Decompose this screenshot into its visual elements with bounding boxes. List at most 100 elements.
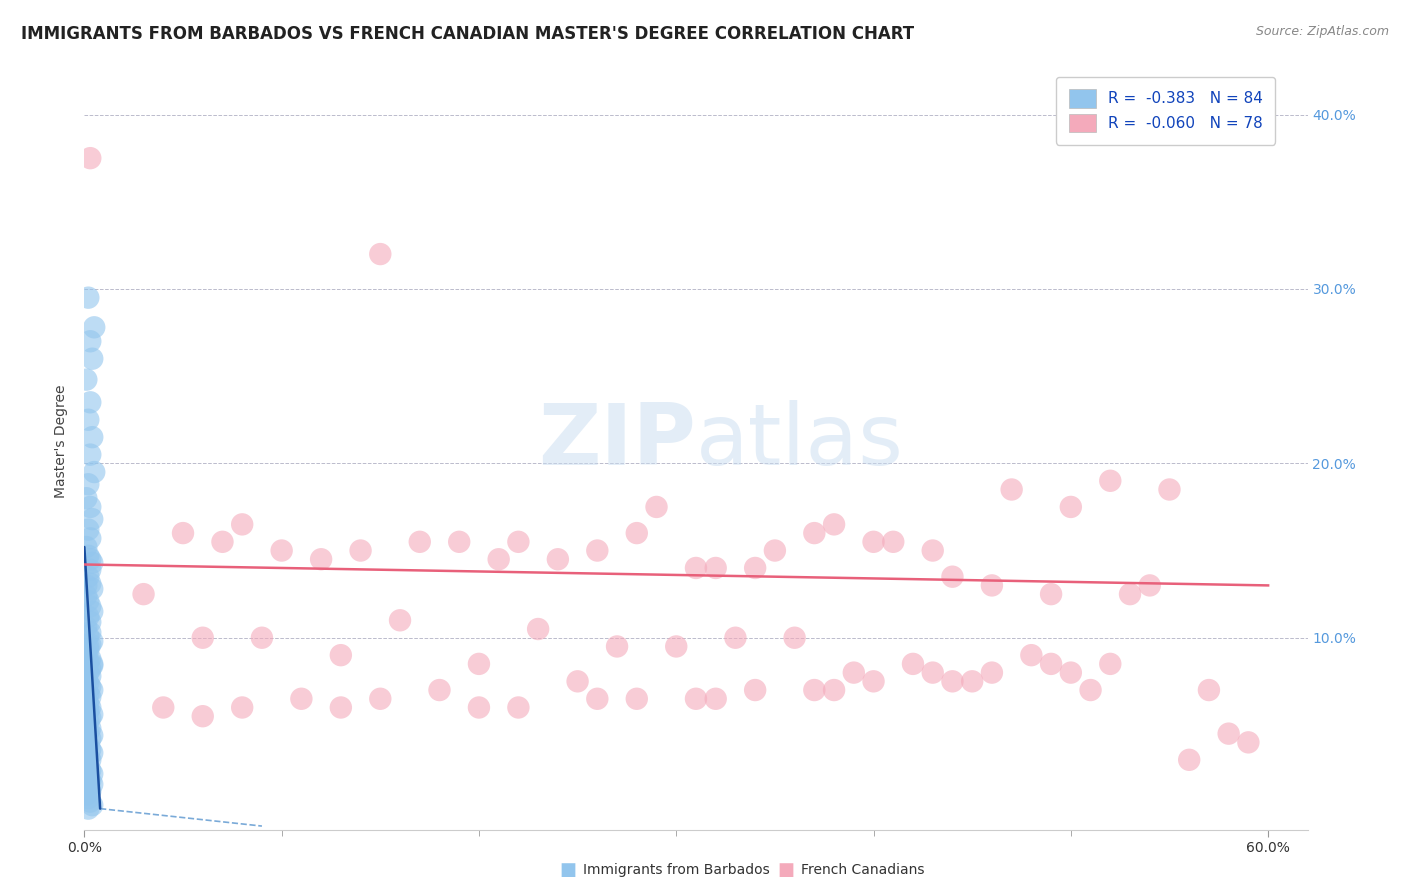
- Point: [783, 631, 806, 645]
- Point: [79, 731, 101, 746]
- Point: [77, 697, 100, 711]
- Point: [77, 770, 100, 784]
- Point: [79, 151, 101, 165]
- Point: [79, 395, 101, 409]
- Point: [1099, 657, 1122, 671]
- Point: [79, 764, 101, 778]
- Point: [1198, 683, 1220, 698]
- Point: [77, 655, 100, 669]
- Point: [75, 647, 97, 661]
- Point: [744, 683, 766, 698]
- Text: Source: ZipAtlas.com: Source: ZipAtlas.com: [1256, 25, 1389, 38]
- Point: [842, 665, 865, 680]
- Point: [231, 700, 253, 714]
- Point: [82, 728, 104, 742]
- Point: [75, 540, 97, 554]
- Point: [79, 448, 101, 462]
- Point: [1060, 500, 1083, 514]
- Point: [82, 605, 104, 619]
- Point: [79, 700, 101, 714]
- Point: [77, 749, 100, 764]
- Point: [626, 691, 648, 706]
- Point: [823, 517, 845, 532]
- Text: ZIP: ZIP: [538, 400, 696, 483]
- Point: [77, 609, 100, 624]
- Point: [82, 512, 104, 526]
- Point: [77, 523, 100, 537]
- Point: [290, 691, 312, 706]
- Text: ■: ■: [778, 861, 794, 879]
- Point: [429, 683, 451, 698]
- Point: [79, 625, 101, 640]
- Point: [191, 709, 214, 723]
- Point: [83, 465, 105, 479]
- Point: [79, 651, 101, 665]
- Point: [172, 526, 194, 541]
- Point: [567, 674, 589, 689]
- Point: [79, 669, 101, 683]
- Point: [921, 665, 943, 680]
- Point: [79, 638, 101, 652]
- Point: [409, 534, 432, 549]
- Point: [79, 532, 101, 546]
- Point: [82, 658, 104, 673]
- Point: [82, 707, 104, 722]
- Point: [211, 534, 233, 549]
- Point: [508, 700, 530, 714]
- Point: [75, 589, 97, 603]
- Point: [368, 691, 391, 706]
- Point: [79, 722, 101, 736]
- Point: [901, 657, 924, 671]
- Point: [960, 674, 983, 689]
- Point: [79, 742, 101, 756]
- Point: [763, 543, 786, 558]
- Point: [77, 291, 100, 305]
- Point: [77, 643, 100, 657]
- Legend: R =  -0.383   N = 84, R =  -0.060   N = 78: R = -0.383 N = 84, R = -0.060 N = 78: [1056, 77, 1275, 145]
- Point: [77, 780, 100, 795]
- Point: [79, 662, 101, 676]
- Point: [79, 773, 101, 788]
- Point: [1218, 726, 1240, 740]
- Point: [75, 491, 97, 506]
- Point: [79, 500, 101, 514]
- Point: [744, 561, 766, 575]
- Y-axis label: Master's Degree: Master's Degree: [55, 384, 69, 499]
- Point: [77, 570, 100, 584]
- Point: [75, 788, 97, 802]
- Point: [82, 683, 104, 698]
- Point: [82, 634, 104, 648]
- Point: [77, 739, 100, 753]
- Point: [77, 413, 100, 427]
- Point: [79, 599, 101, 614]
- Point: [77, 714, 100, 729]
- Point: [75, 373, 97, 387]
- Point: [1099, 474, 1122, 488]
- Point: [980, 665, 1002, 680]
- Point: [468, 657, 491, 671]
- Point: [1040, 657, 1063, 671]
- Point: [1159, 483, 1181, 497]
- Point: [685, 691, 707, 706]
- Point: [270, 543, 292, 558]
- Point: [82, 798, 104, 813]
- Point: [82, 657, 104, 671]
- Point: [79, 576, 101, 591]
- Point: [82, 766, 104, 780]
- Point: [527, 622, 550, 636]
- Point: [77, 725, 100, 739]
- Point: [82, 582, 104, 596]
- Point: [862, 674, 884, 689]
- Point: [468, 700, 491, 714]
- Point: [329, 700, 352, 714]
- Point: [1040, 587, 1063, 601]
- Point: [79, 753, 101, 767]
- Text: French Canadians: French Canadians: [801, 863, 925, 877]
- Point: [77, 665, 100, 680]
- Point: [79, 690, 101, 704]
- Point: [586, 691, 609, 706]
- Point: [1139, 578, 1161, 592]
- Text: atlas: atlas: [696, 400, 904, 483]
- Point: [941, 570, 963, 584]
- Point: [803, 683, 825, 698]
